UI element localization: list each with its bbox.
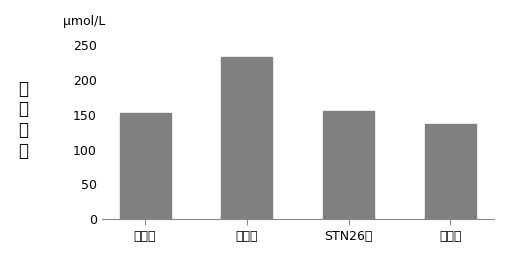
Bar bbox=[323, 111, 374, 219]
Text: 血
清
尿
酸: 血 清 尿 酸 bbox=[18, 79, 29, 160]
Bar bbox=[221, 57, 272, 219]
Bar bbox=[120, 113, 171, 219]
Bar bbox=[425, 124, 476, 219]
Text: μmol/L: μmol/L bbox=[63, 15, 105, 27]
